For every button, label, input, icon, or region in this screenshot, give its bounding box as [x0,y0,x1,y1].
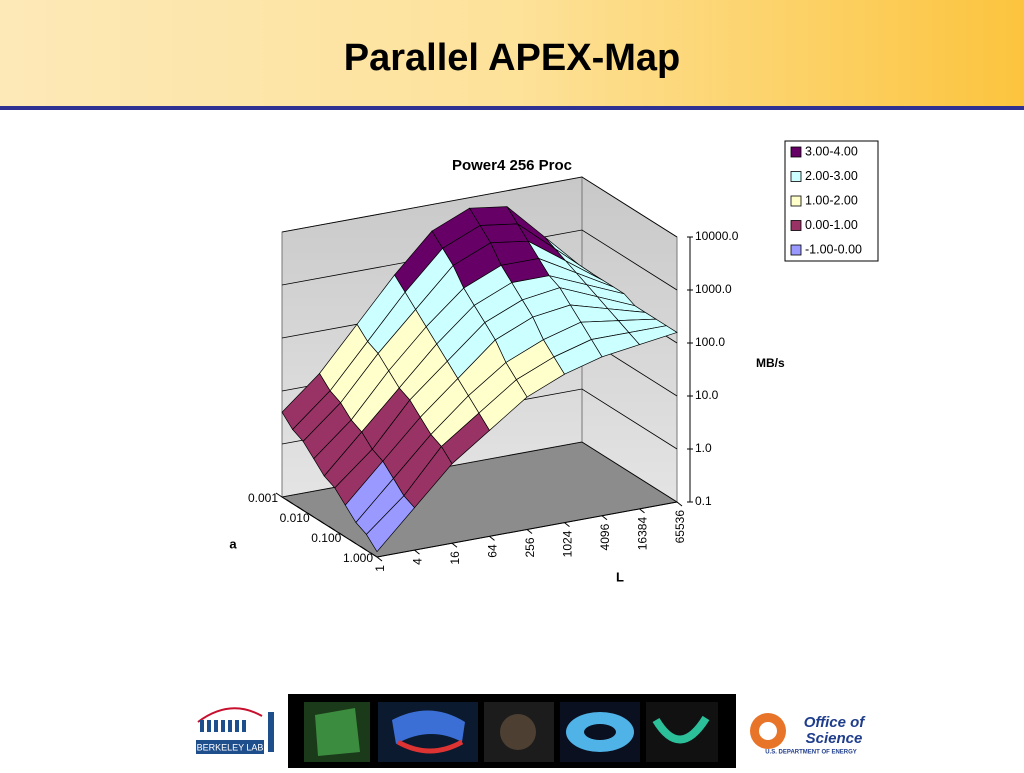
x-tick [676,501,683,507]
legend-swatch [790,146,802,158]
legend-swatch [790,244,802,256]
z-tick-label: 0.1 [695,494,712,508]
y-tick-label: 1.000 [343,551,373,565]
y-tick-label: 0.010 [280,511,310,525]
legend-label: -1.00-0.00 [805,242,862,256]
z-tick-label: 1.0 [695,441,712,455]
berkeley-text: BERKELEY LAB [197,742,264,752]
x-tick [601,515,608,521]
x-tick [489,535,495,541]
legend-label: 0.00-1.00 [805,218,858,232]
x-tick-label: 65536 [673,510,687,544]
x-tick [526,529,533,534]
x-tick [451,542,458,548]
x-axis [376,501,678,558]
z-tick-label: 1000.0 [695,282,732,296]
x-tick [564,522,570,528]
x-tick-label: 1024 [561,530,575,557]
berkeley-bar [196,740,264,754]
z-axis-title: MB/s [756,356,785,370]
slide-title: Parallel APEX-Map [344,37,681,79]
z-tick-label: 10.0 [695,388,719,402]
legend-label: 1.00-2.00 [805,193,858,207]
berkeley-columns [200,712,274,752]
header-rule [0,106,1024,110]
z-tick-label: 100.0 [695,335,725,349]
legend-label: 3.00-4.00 [805,144,858,158]
legend-swatch [790,171,802,182]
doe-line1: Office of [804,714,867,731]
x-tick [376,556,383,562]
header-band [0,0,1024,106]
surface-cell [365,495,415,553]
x-tick-label: 16 [448,551,462,565]
y-tick-label: 0.001 [248,491,278,505]
y-tick [275,492,283,498]
x-tick-label: 64 [486,544,500,558]
z-tick-label: 10000.0 [695,229,739,243]
y-axis [281,496,378,558]
x-tick [639,508,645,514]
berkeley-arc [197,707,263,723]
chart: Power4 256 Proc L a MB/s 0.11.010.0100.0… [229,157,785,584]
x-axis-title: L [616,569,624,584]
y-axis-title: a [229,536,237,551]
x-tick-label: 256 [523,537,537,557]
x-tick-label: 16384 [636,517,650,551]
chart-title: Power4 256 Proc [452,157,572,174]
x-tick-label: 1 [373,565,387,572]
legend-label: 2.00-3.00 [805,169,858,183]
legend-swatch [790,195,802,207]
legend-swatch [790,220,802,231]
thumb-5 [646,702,718,762]
y-tick-label: 0.100 [311,531,341,545]
x-tick-label: 4096 [598,523,612,550]
doe-sub: U.S. DEPARTMENT OF ENERGY [765,750,857,756]
legend: 3.00-4.00 2.00-3.00 1.00-2.00 0.00-1.00 -1.0… [784,140,879,262]
x-tick [414,549,420,555]
grid-line [281,176,678,238]
doe-line2: Science [806,730,863,747]
x-tick-label: 4 [411,558,425,565]
footer: BERKELEY LAB Office of Science U.S. DEPA… [196,694,866,768]
grid-line [281,229,678,291]
